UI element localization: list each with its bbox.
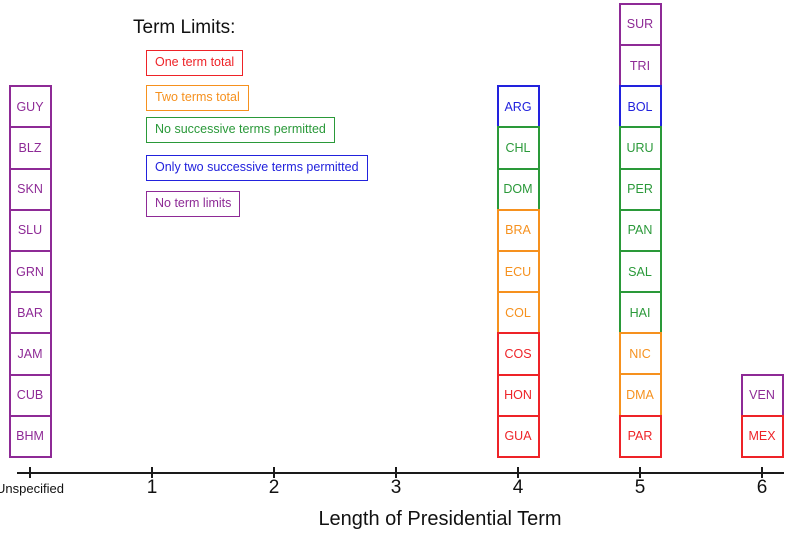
country-box-uru: URU (618, 126, 662, 170)
country-box-hon: HON (496, 373, 540, 417)
x-tick (639, 467, 641, 478)
x-axis-line (17, 472, 784, 474)
x-tick (395, 467, 397, 478)
country-box-pan: PAN (618, 208, 662, 252)
x-tick-label-1: 1 (146, 477, 158, 498)
legend-item-two-terms-total: Two terms total (146, 85, 249, 111)
country-box-ven: VEN (740, 373, 784, 417)
country-box-jam: JAM (8, 332, 52, 376)
legend-item-no-successive-terms: No successive terms permitted (146, 117, 335, 143)
country-box-bar: BAR (8, 291, 52, 335)
country-box-tri: TRI (618, 43, 662, 88)
x-tick-label-unspecified: Unspecified (0, 481, 64, 496)
x-tick (151, 467, 153, 478)
legend-item-one-term-total: One term total (146, 50, 244, 76)
x-tick (517, 467, 519, 478)
column-6: VEN MEX (740, 373, 784, 458)
column-unspecified: GUY BLZ SKN SLU GRN BAR JAM CUB BHM (8, 85, 52, 458)
x-tick (761, 467, 763, 478)
country-box-bol: BOL (618, 85, 662, 129)
x-tick-label-5: 5 (634, 477, 646, 498)
x-tick (273, 467, 275, 478)
country-box-bra: BRA (496, 208, 540, 252)
country-box-dma: DMA (618, 373, 662, 417)
column-4: ARG CHL DOM BRA ECU COL COS HON GUA (496, 85, 540, 458)
column-5: SUR TRI BOL URU PER PAN SAL HAI NIC DMA PAR (618, 2, 662, 458)
country-box-mex: MEX (740, 414, 784, 458)
country-box-arg: ARG (496, 85, 540, 129)
country-box-gua: GUA (496, 414, 540, 458)
legend-item-two-successive-terms: Only two successive terms permitted (146, 155, 368, 181)
country-box-sal: SAL (618, 249, 662, 294)
country-box-hai: HAI (618, 291, 662, 335)
country-box-per: PER (618, 167, 662, 211)
country-box-dom: DOM (496, 167, 540, 211)
country-box-cub: CUB (8, 373, 52, 417)
country-box-sur: SUR (618, 2, 662, 46)
x-tick (29, 467, 31, 478)
country-box-par: PAR (618, 414, 662, 458)
country-box-blz: BLZ (8, 126, 52, 170)
country-box-grn: GRN (8, 249, 52, 294)
country-box-chl: CHL (496, 126, 540, 170)
x-axis-title: Length of Presidential Term (318, 508, 562, 530)
x-tick-label-4: 4 (512, 477, 524, 498)
country-box-bhm: BHM (8, 414, 52, 458)
x-tick-label-6: 6 (756, 477, 768, 498)
x-tick-label-2: 2 (268, 477, 280, 498)
country-box-slu: SLU (8, 208, 52, 252)
legend-title: Term Limits: (133, 17, 236, 38)
country-box-skn: SKN (8, 167, 52, 211)
country-box-nic: NIC (618, 332, 662, 376)
legend-item-no-term-limits: No term limits (146, 191, 241, 217)
country-box-guy: GUY (8, 85, 52, 129)
country-box-cos: COS (496, 332, 540, 376)
x-tick-label-3: 3 (390, 477, 402, 498)
country-box-col: COL (496, 291, 540, 335)
country-box-ecu: ECU (496, 249, 540, 294)
